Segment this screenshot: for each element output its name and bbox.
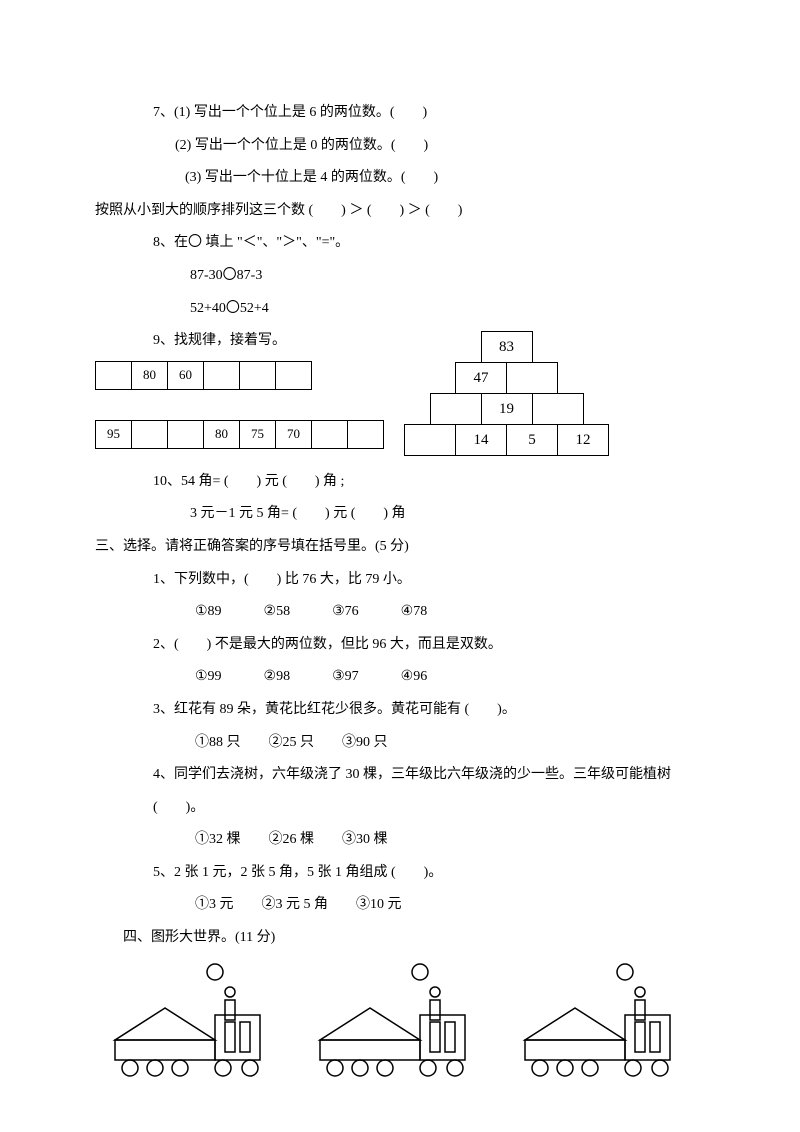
pyramid-cell: 12 <box>557 424 609 456</box>
seq-cell <box>348 420 384 448</box>
pyramid-cell: 14 <box>455 424 507 456</box>
pyramid: 83 47 19 14512 <box>405 332 609 456</box>
seq-cell <box>240 361 276 389</box>
pyramid-cell <box>430 393 482 425</box>
q7-order: 按照从小到大的顺序排列这三个数 ( ) ＞ ( ) ＞ ( ) <box>95 198 705 225</box>
s3q4-opts: ①32 棵 ②26 棵 ③30 棵 <box>95 827 705 854</box>
pyramid-cell <box>532 393 584 425</box>
q8-title: 8、在〇 填上 "＜"、"＞"、"="。 <box>95 230 705 257</box>
seq-cell <box>312 420 348 448</box>
seq-cell <box>132 420 168 448</box>
sec4-title: 四、图形大世界。(11 分) <box>95 925 705 952</box>
s3q3-opts: ①88 只 ②25 只 ③90 只 <box>95 730 705 757</box>
q8-e1: 87-30〇87-3 <box>95 263 705 290</box>
q10-l2: 3 元－1 元 5 角= ( ) 元 ( ) 角 <box>95 501 705 528</box>
seq-cell <box>276 361 312 389</box>
s3q2-opts: ①99 ②98 ③97 ④96 <box>95 664 705 691</box>
seq-cell <box>96 361 132 389</box>
seq-cell <box>204 361 240 389</box>
train-icon <box>515 960 695 1080</box>
seq-cell: 70 <box>276 420 312 448</box>
q7-line2: (2) 写出一个个位上是 0 的两位数。( ) <box>95 133 705 160</box>
s3q1-stem: 1、下列数中，( ) 比 76 大，比 79 小。 <box>95 567 705 594</box>
s3q1-opts: ①89 ②58 ③76 ④78 <box>95 599 705 626</box>
pyramid-cell: 47 <box>455 362 507 394</box>
q9-title: 9、找规律，接着写。 <box>95 328 705 355</box>
q10-l1: 10、54 角= ( ) 元 ( ) 角 ; <box>95 469 705 496</box>
pyramid-cell <box>506 362 558 394</box>
sec3-title: 三、选择。请将正确答案的序号填在括号里。(5 分) <box>95 534 705 561</box>
seq-cell: 80 <box>132 361 168 389</box>
train-icon <box>310 960 490 1080</box>
s3q4-stem2: ( )。 <box>95 795 705 822</box>
pyramid-cell: 83 <box>481 331 533 363</box>
train-icon <box>105 960 285 1080</box>
pyramid-cell <box>404 424 456 456</box>
trains-row <box>95 960 705 1080</box>
seq-table-1: 8060 <box>95 361 312 390</box>
q8-e2: 52+40〇52+4 <box>95 296 705 323</box>
pyramid-cell: 19 <box>481 393 533 425</box>
s3q3-stem: 3、红花有 89 朵，黄花比红花少很多。黄花可能有 ( )。 <box>95 697 705 724</box>
seq-cell: 60 <box>168 361 204 389</box>
q7-line3: (3) 写出一个十位上是 4 的两位数。( ) <box>95 165 705 192</box>
seq-cell <box>168 420 204 448</box>
seq-table-2: 95 807570 <box>95 420 384 449</box>
seq-cell: 80 <box>204 420 240 448</box>
q7-line1: 7、(1) 写出一个个位上是 6 的两位数。( ) <box>95 100 705 127</box>
s3q5-stem: 5、2 张 1 元，2 张 5 角，5 张 1 角组成 ( )。 <box>95 860 705 887</box>
pyramid-cell: 5 <box>506 424 558 456</box>
s3q2-stem: 2、( ) 不是最大的两位数，但比 96 大，而且是双数。 <box>95 632 705 659</box>
seq-cell: 95 <box>96 420 132 448</box>
seq-cell: 75 <box>240 420 276 448</box>
s3q5-opts: ①3 元 ②3 元 5 角 ③10 元 <box>95 892 705 919</box>
s3q4-stem: 4、同学们去浇树，六年级浇了 30 棵，三年级比六年级浇的少一些。三年级可能植树 <box>95 762 705 789</box>
